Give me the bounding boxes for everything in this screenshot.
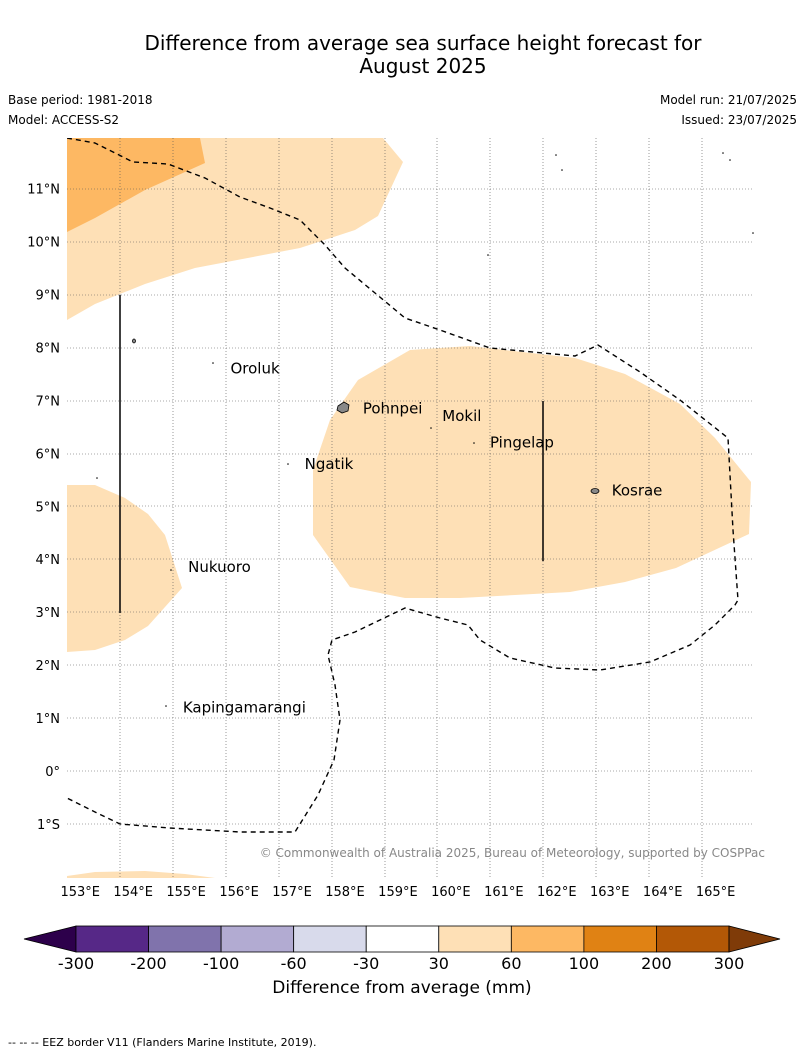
- lat-label: 4°N: [36, 553, 61, 568]
- place-label-kapingamarangi: Kapingamarangi: [183, 698, 306, 716]
- lat-label: 9°N: [36, 288, 61, 303]
- colorbar-segment: [583, 925, 657, 953]
- lat-label: 11°N: [27, 183, 60, 198]
- place-label-mokil: Mokil: [442, 407, 481, 425]
- lat-label: 10°N: [27, 236, 60, 251]
- place-label-pohnpei: Pohnpei: [363, 399, 423, 417]
- colorbar-ticks: -300 -200 -100 -60 -30 30 60 100 200 300: [58, 954, 744, 973]
- colorbar-over-arrow: [728, 925, 781, 953]
- model-run: Model run: 21/07/2025: [659, 93, 797, 107]
- lon-label: 158°E: [325, 885, 365, 900]
- kosrae-boundary-lines: [119, 295, 544, 613]
- place-label-nukuoro: Nukuoro: [188, 558, 251, 576]
- lon-label: 153°E: [60, 885, 100, 900]
- place-label-pingelap: Pingelap: [490, 434, 554, 452]
- colorbar-tick-label: 100: [569, 954, 600, 973]
- anomaly-30-60-west: [67, 485, 182, 652]
- map-title: Difference from average sea surface heig…: [0, 32, 804, 78]
- lon-label: 163°E: [590, 885, 630, 900]
- lat-label: 0°: [45, 765, 60, 780]
- colorbar-tick-label: -300: [58, 954, 94, 973]
- lon-label: 156°E: [219, 885, 259, 900]
- place-markers: [96, 152, 754, 707]
- anomaly-30-60-central: [313, 346, 751, 598]
- eez-legend-footnote: -- -- -- EEZ border V11 (Flanders Marine…: [8, 1036, 317, 1049]
- colorbar-tick-label: -60: [281, 954, 307, 973]
- colorbar-segment: [656, 925, 730, 953]
- longitude-labels: 153°E 154°E 155°E 156°E 157°E 158°E 159°E 160°E…: [60, 885, 735, 900]
- title-line-1: Difference from average sea surface heig…: [144, 31, 702, 55]
- kosrae-island-icon: [590, 488, 600, 494]
- colorbar-label: Difference from average (mm): [272, 978, 532, 998]
- colorbar-tick-label: -100: [203, 954, 239, 973]
- colorbar-tick-label: 200: [641, 954, 672, 973]
- small-island-icon: [132, 338, 136, 344]
- anomaly-layer: [67, 138, 751, 878]
- lon-label: 162°E: [537, 885, 577, 900]
- colorbar-segment: [293, 925, 367, 953]
- lat-label: 6°N: [36, 447, 61, 462]
- colorbar-segment: [365, 925, 440, 953]
- copyright-text: © Commonwealth of Australia 2025, Bureau…: [260, 846, 765, 860]
- colorbar-segment: [438, 925, 512, 953]
- colorbar-tick-label: 30: [429, 954, 449, 973]
- anomaly-60-100-northwest: [67, 138, 205, 232]
- colorbar-under-arrow: [23, 925, 77, 953]
- lon-label: 154°E: [113, 885, 153, 900]
- colorbar-tick-label: -30: [353, 954, 379, 973]
- lon-label: 160°E: [431, 885, 471, 900]
- lon-label: 164°E: [643, 885, 683, 900]
- colorbar-tick-label: 300: [714, 954, 745, 973]
- base-period: Base period: 1981-2018: [8, 93, 153, 107]
- issued-date: Issued: 23/07/2025: [681, 113, 797, 127]
- place-labels: Oroluk Pohnpei Mokil Pingelap Ngatik Kosrae Nu…: [183, 360, 663, 717]
- lon-label: 159°E: [378, 885, 418, 900]
- lat-label: 7°N: [36, 394, 61, 409]
- pohnpei-island-icon: [336, 401, 350, 414]
- colorbar-tick-label: 60: [501, 954, 521, 973]
- place-label-kosrae: Kosrae: [612, 481, 663, 499]
- colorbar-segment: [220, 925, 295, 953]
- model-name: Model: ACCESS-S2: [8, 113, 120, 127]
- latitude-labels: 11°N 10°N 9°N 8°N 7°N 6°N 5°N 4°N 3°N 2°N 1°N 0° 1°S: [27, 183, 60, 833]
- map-canvas: Oroluk Pohnpei Mokil Pingelap Ngatik Kosrae Nu…: [23, 138, 781, 973]
- anomaly-30-60-south: [67, 871, 215, 878]
- colorbar-segment: [510, 925, 585, 953]
- lat-label: 1°S: [37, 818, 60, 833]
- place-label-oroluk: Oroluk: [230, 360, 279, 378]
- lat-label: 8°N: [36, 341, 61, 356]
- lat-label: 3°N: [36, 606, 61, 621]
- lon-label: 161°E: [484, 885, 524, 900]
- colorbar-segment: [148, 925, 222, 953]
- island-shapes: [132, 338, 600, 494]
- lat-label: 2°N: [36, 659, 61, 674]
- lat-label: 1°N: [36, 712, 61, 727]
- place-label-ngatik: Ngatik: [305, 455, 354, 473]
- title-line-2: August 2025: [359, 54, 487, 78]
- colorbar-tick-label: -200: [130, 954, 166, 973]
- lat-label: 5°N: [36, 500, 61, 515]
- lon-label: 155°E: [166, 885, 206, 900]
- lon-label: 157°E: [272, 885, 312, 900]
- lon-label: 165°E: [696, 885, 736, 900]
- colorbar-segment: [75, 925, 149, 953]
- eez-border: [67, 138, 739, 833]
- colorbar: [23, 925, 781, 953]
